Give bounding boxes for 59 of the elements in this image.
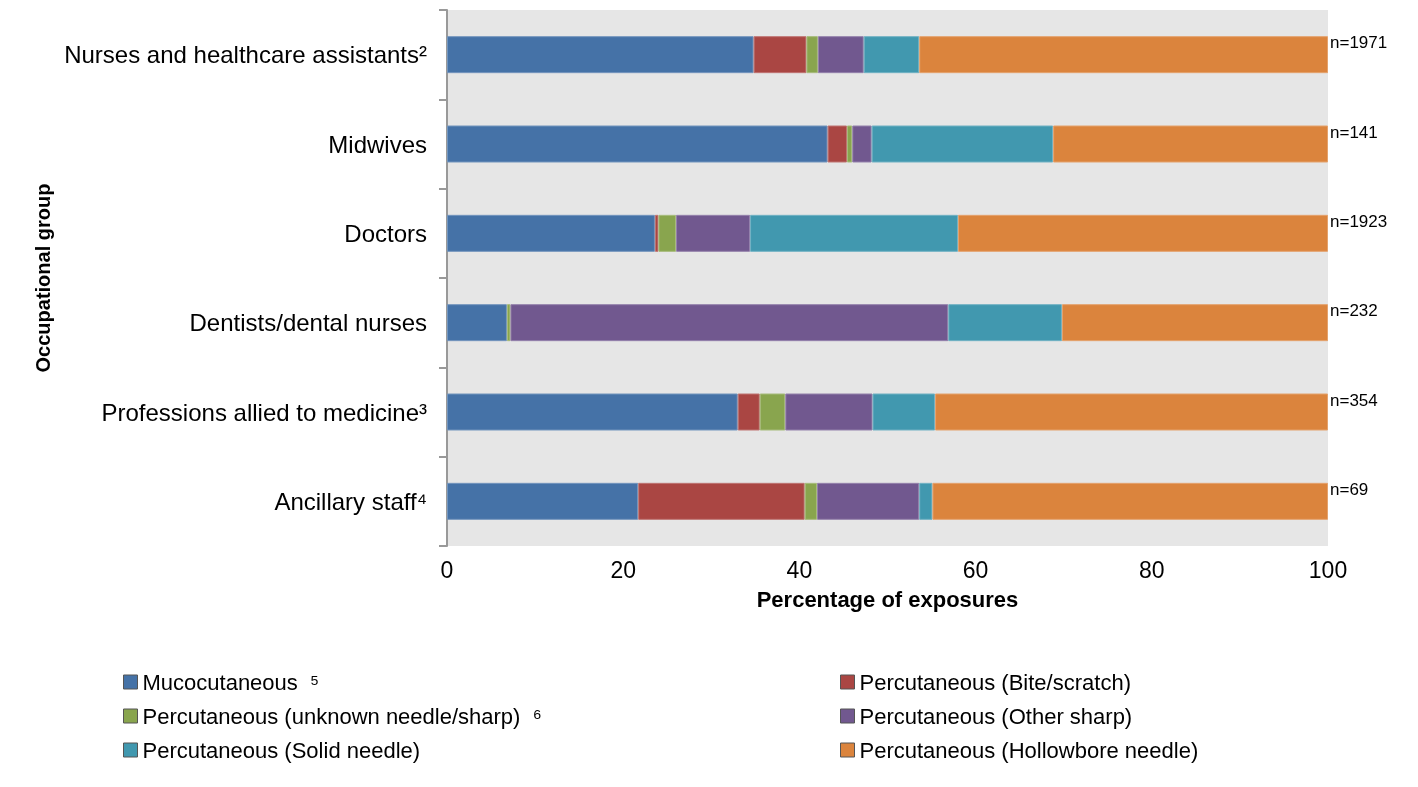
bar [871, 125, 1054, 163]
x-tick-label: 40 [786, 556, 813, 583]
legend-label: Percutaneous (unknown needle/sharp) ⁶ [142, 703, 542, 729]
legend-label: Percutaneous (Bite/scratch) [859, 669, 1131, 695]
bar [804, 482, 818, 520]
x-tick-label: 20 [610, 556, 636, 583]
x-tick-label: 80 [1139, 556, 1165, 583]
bar [447, 214, 655, 252]
y-tick-label: Ancillary staff⁴ [274, 487, 427, 515]
bar [817, 36, 864, 74]
bar [806, 36, 818, 74]
bar [919, 36, 1328, 74]
bar [1053, 125, 1328, 163]
x-tick-label: 0 [440, 556, 454, 583]
bar [1061, 304, 1328, 342]
text: n=69 [1330, 479, 1369, 499]
bar [759, 393, 786, 431]
x-tick-label: 60 [962, 556, 989, 583]
legend-label: Mucocutaneous ⁵ [142, 669, 320, 695]
bar [872, 393, 936, 431]
bar [447, 36, 754, 74]
x-tick-label: 100 [1308, 556, 1348, 583]
bar [817, 482, 920, 520]
bar [750, 214, 958, 252]
bar [676, 214, 751, 252]
bar [852, 125, 872, 163]
bar [638, 482, 805, 520]
y-axis-title: Occupational group [32, 183, 55, 373]
y-tick-label: Nurses and healthcare assistants² [64, 41, 427, 69]
legend-label: Percutaneous (Solid needle) [142, 737, 421, 763]
bar [948, 304, 1062, 342]
text: n=232 [1330, 301, 1378, 321]
bar [447, 125, 828, 163]
y-tick-label: Midwives [328, 130, 427, 158]
bar [863, 36, 920, 74]
bar [658, 214, 677, 252]
bar [846, 125, 853, 163]
bar [957, 214, 1328, 252]
bar [447, 393, 738, 431]
bar [919, 482, 933, 520]
bar [932, 482, 1328, 520]
text: n=1923 [1330, 211, 1388, 231]
bar [785, 393, 873, 431]
bar [753, 36, 807, 74]
bar [510, 304, 949, 342]
text: n=354 [1330, 390, 1378, 410]
legend-label: Percutaneous (Hollowbore needle) [859, 737, 1199, 763]
bar [447, 304, 507, 342]
y-tick-label: Dentists/dental nurses [189, 309, 427, 337]
y-tick-label: Professions allied to medicine³ [101, 398, 427, 426]
bar [737, 393, 760, 431]
legend-label: Percutaneous (Other sharp) [859, 703, 1133, 729]
bar [935, 393, 1328, 431]
y-tick-label: Doctors [344, 219, 427, 247]
x-axis-title: Percentage of exposures [756, 586, 1019, 612]
text: n=1971 [1330, 33, 1388, 53]
bar [447, 482, 639, 520]
text: n=141 [1330, 122, 1378, 142]
bar [827, 125, 847, 163]
